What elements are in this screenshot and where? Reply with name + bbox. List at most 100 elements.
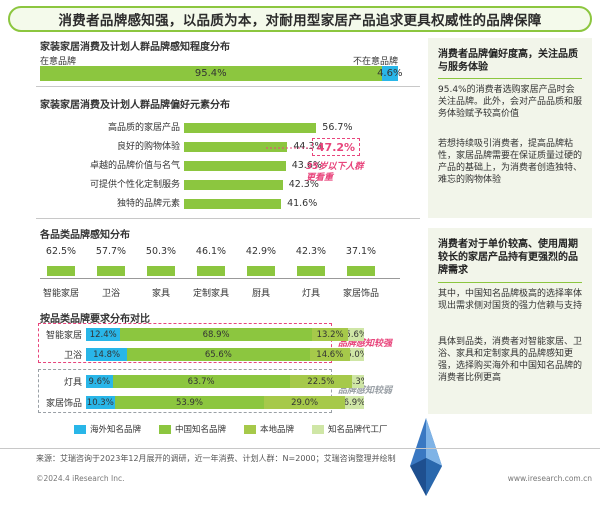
stack-segment: 14.8%	[86, 348, 128, 361]
category-bar	[47, 266, 75, 276]
preference-value: 41.6%	[287, 198, 318, 209]
stack-row: 12.4%68.9%13.2%5.6%	[86, 328, 364, 341]
legend-item: 中国知名品牌	[159, 423, 226, 435]
divider-1	[36, 86, 420, 87]
category-value: 50.3%	[145, 246, 177, 257]
banner-title: 消费者品牌感知强，以品质为本，对耐用型家居产品追求更具权威性的品牌保障	[58, 13, 542, 29]
legend-item: 本地品牌	[244, 423, 294, 435]
category-bar	[97, 266, 125, 276]
legend-label: 本地品牌	[260, 425, 295, 435]
stack-row-label: 卫浴	[63, 351, 82, 361]
insight2-rule	[438, 282, 582, 283]
category-value: 42.9%	[245, 246, 277, 257]
legend-swatch	[159, 424, 172, 434]
insight1-title: 消费者品牌偏好度高，关注品质与服务体验	[438, 49, 578, 73]
category-label: 厨具	[251, 289, 270, 299]
stack-row: 14.8%65.6%14.6%5.0%	[86, 348, 364, 361]
legend-label: 海外知名品牌	[90, 425, 142, 435]
preference-value: 42.3%	[288, 179, 319, 190]
preference-label: 独特的品牌元素	[116, 199, 180, 209]
stack-row-label: 家居饰品	[45, 399, 82, 409]
stack-row: 9.6%63.7%22.5%4.3%	[86, 375, 364, 388]
category-baseline	[40, 278, 400, 279]
legend-swatch	[244, 424, 257, 434]
insight1-rule	[438, 78, 582, 79]
stack-segment: 9.6%	[86, 375, 113, 388]
chart4-title: 按品类品牌要求分布对比	[40, 314, 150, 325]
stack-row: 10.3% 53.9% 29.0% 6.9%	[86, 396, 364, 409]
stack-row-label: 灯具	[63, 378, 82, 388]
category-label: 家居饰品	[342, 289, 379, 299]
stack-segment: 14.6%	[309, 348, 351, 361]
preference-value: 43.6%	[291, 160, 322, 171]
left-charts: 家装家居消费及计划人群品牌感知程度分布 在意品牌 不在意品牌 95.4% 4.6%…	[36, 36, 420, 448]
strong-group-box	[38, 323, 332, 363]
stack-legend: 海外知名品牌 中国知名品牌 本地品牌 知名品牌代工厂	[74, 423, 388, 435]
category-value: 46.1%	[195, 246, 227, 257]
young-annotation-note: 35岁以下人群更看重	[306, 162, 364, 183]
preference-row: 良好的购物体验 44.3%	[36, 139, 420, 155]
insight2-p2: 具体到品类，消费者对智能家居、卫浴、家具和定制家具的品牌感知更强，选择购买海外和…	[438, 337, 583, 383]
legend-item: 海外知名品牌	[74, 423, 141, 435]
category-label: 卫浴	[101, 289, 120, 299]
stack-segment: 68.9%	[120, 328, 312, 341]
stack-segment: 65.6%	[127, 348, 310, 361]
category-bar	[247, 266, 275, 276]
category-value: 62.5%	[45, 246, 77, 257]
legend-swatch	[312, 424, 325, 434]
divider-2	[36, 218, 420, 219]
stack-segment: 13.2%	[311, 328, 349, 341]
not-care-brand-label: 不在意品牌	[352, 57, 398, 67]
preference-bar	[184, 180, 283, 190]
preference-row: 高品质的家居产品 56.7%	[36, 120, 420, 136]
category-label: 灯具	[301, 289, 320, 299]
preference-label: 卓越的品牌价值与名气	[89, 161, 180, 171]
weak-group-note: 品牌感知较弱	[338, 386, 393, 396]
stack-segment: 63.7%	[112, 375, 290, 388]
legend-swatch	[74, 424, 86, 434]
chart3-title: 各品类品牌感知分布	[40, 230, 130, 241]
iresearch-logo-icon	[410, 418, 442, 496]
preference-label: 可提供个性化定制服务	[89, 180, 180, 190]
category-bar	[297, 266, 325, 276]
stack-segment: 6.9%	[344, 396, 364, 409]
chart2-title: 家装家居消费及计划人群品牌偏好元素分布	[40, 100, 230, 111]
weak-group-box	[38, 369, 332, 413]
preference-bar	[184, 142, 288, 152]
category-bar	[347, 266, 375, 276]
preference-value: 44.3%	[293, 141, 324, 152]
stack-segment: 53.9%	[114, 396, 265, 409]
insight1-p2: 若想持续吸引消费者，提高品牌粘性，家居品牌需要在保证质量过硬的产品的基础上，为消…	[438, 139, 583, 185]
awareness-bar: 95.4% 4.6%	[40, 66, 403, 81]
insight2-title: 消费者对于单价较高、使用周期较长的家居产品持有更强烈的品牌需求	[438, 239, 578, 276]
category-label: 家具	[151, 289, 170, 299]
category-bar	[147, 266, 175, 276]
stack-segment: 10.3%	[86, 396, 115, 409]
category-bar	[197, 266, 225, 276]
insight-panel-2: 消费者对于单价较高、使用周期较长的家居产品持有更强烈的品牌需求 其中，中国知名品…	[428, 228, 592, 414]
preference-value: 56.7%	[322, 122, 353, 133]
legend-label: 中国知名品牌	[175, 425, 227, 435]
preference-bar	[184, 199, 282, 209]
stack-segment: 4.3%	[352, 375, 364, 388]
awareness-segment-1: 4.6%	[377, 66, 403, 81]
preference-row: 可提供个性化定制服务 42.3%	[36, 177, 420, 193]
footer-divider	[0, 448, 600, 449]
strong-group-note: 品牌感知较强	[338, 339, 393, 349]
annotation-connector	[266, 147, 312, 149]
awareness-segment-0: 95.4%	[40, 66, 382, 81]
category-value: 37.1%	[345, 246, 377, 257]
stack-segment: 12.4%	[86, 328, 121, 341]
stack-row-label: 智能家居	[45, 331, 82, 341]
preference-label: 良好的购物体验	[116, 142, 180, 152]
stack-segment: 5.0%	[350, 348, 364, 361]
page-banner: 消费者品牌感知强，以品质为本，对耐用型家居产品追求更具权威性的品牌保障	[8, 6, 592, 32]
footer-source: 来源：艾瑞咨询于2023年12月展开的调研，近一年消费、计划人群：N=2000；…	[36, 454, 396, 463]
category-value: 42.3%	[295, 246, 327, 257]
category-label: 智能家居	[42, 289, 79, 299]
legend-label: 知名品牌代工厂	[328, 425, 388, 435]
category-value: 57.7%	[95, 246, 127, 257]
chart1-title: 家装家居消费及计划人群品牌感知程度分布	[40, 42, 230, 53]
insight-panel-1: 消费者品牌偏好度高，关注品质与服务体验 95.4%的消费者选购家居产品时会关注品…	[428, 38, 592, 218]
footer-url: www.iresearch.com.cn	[507, 474, 592, 483]
